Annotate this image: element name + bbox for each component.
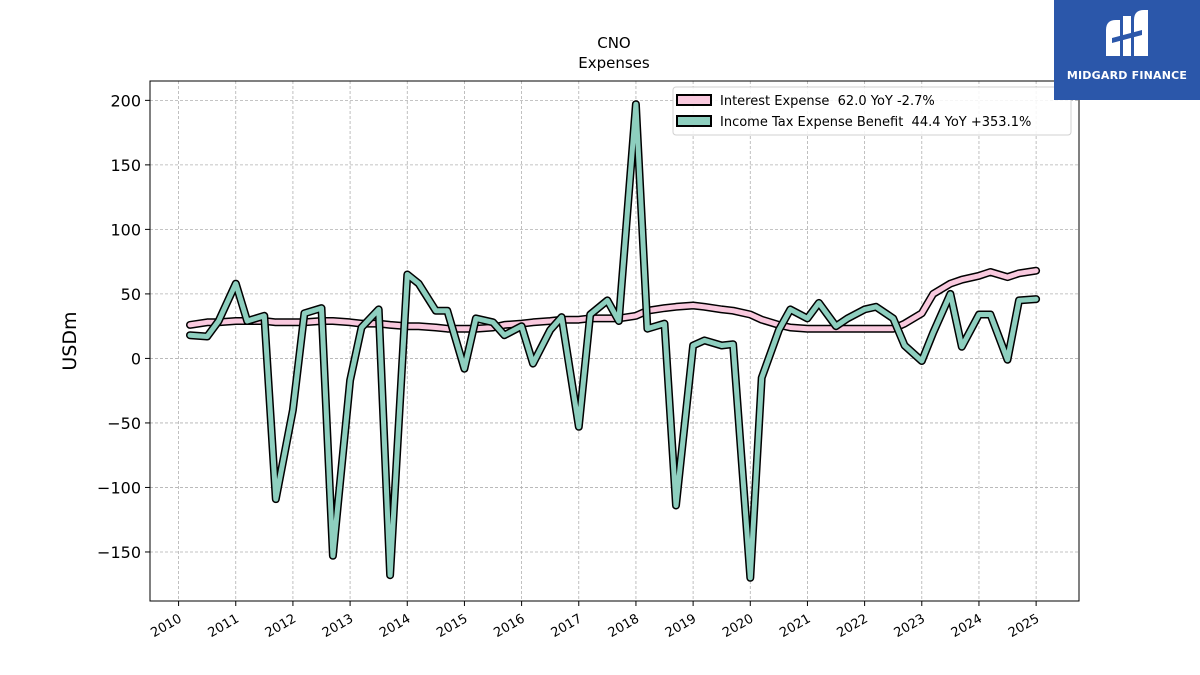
brand-logo: MIDGARD FINANCE: [1054, 0, 1200, 100]
x-tick-label: 2022: [834, 611, 870, 641]
x-tick-label: 2014: [377, 611, 413, 641]
x-tick-label: 2024: [949, 611, 985, 641]
legend-box: [672, 86, 1072, 136]
legend-entry-1: Income Tax Expense Benefit 44.4 YoY +353…: [720, 115, 1031, 130]
y-axis-label: USDm: [59, 311, 81, 370]
x-tick-label: 2021: [777, 611, 813, 641]
x-tick-label: 2019: [663, 611, 699, 641]
series-line-1: [187, 101, 1039, 581]
chart-subtitle: Expenses: [578, 54, 650, 72]
x-tick-label: 2013: [320, 611, 356, 641]
legend-swatch-0: [676, 94, 712, 106]
y-tick-label: −150: [97, 543, 141, 562]
series-outline-1: [186, 100, 1041, 582]
logo-mark-icon: [1106, 10, 1148, 56]
legend-swatch-1: [676, 115, 712, 127]
y-tick-label: 100: [110, 220, 141, 239]
series-lines: [186, 100, 1041, 582]
x-tick-label: 2020: [720, 611, 756, 641]
x-tick-label: 2018: [606, 611, 642, 641]
x-tick-label: 2025: [1006, 611, 1042, 641]
grid: [150, 81, 1079, 601]
x-tick-label: 2010: [148, 611, 184, 641]
logo-text: MIDGARD FINANCE: [1066, 69, 1188, 82]
y-tick-label: −100: [97, 478, 141, 497]
y-tick-label: 150: [110, 156, 141, 175]
series-line-0: [187, 268, 1039, 332]
y-tick-label: 200: [110, 91, 141, 110]
y-tick-label: 50: [121, 285, 141, 304]
y-tick-label: 0: [131, 349, 141, 368]
x-tick-label: 2011: [206, 611, 242, 641]
legend-entry-0: Interest Expense 62.0 YoY -2.7%: [720, 94, 935, 109]
chart-title: CNO: [597, 34, 631, 52]
plot-frame: [149, 80, 1080, 602]
legend: Interest Expense 62.0 YoY -2.7% Income Ta…: [672, 86, 1072, 136]
x-tick-label: 2015: [434, 611, 470, 641]
x-axis: 2010 2011 2012 2013 2014 2015 2016 2017 2018 2019…: [148, 601, 1042, 641]
x-tick-label: 2023: [892, 611, 928, 641]
x-tick-label: 2016: [491, 611, 527, 641]
y-axis: 200 150 100 50 0 −50 −100 −150: [97, 91, 150, 562]
x-tick-label: 2017: [549, 611, 585, 641]
x-tick-label: 2012: [263, 611, 299, 641]
y-tick-label: −50: [107, 414, 141, 433]
